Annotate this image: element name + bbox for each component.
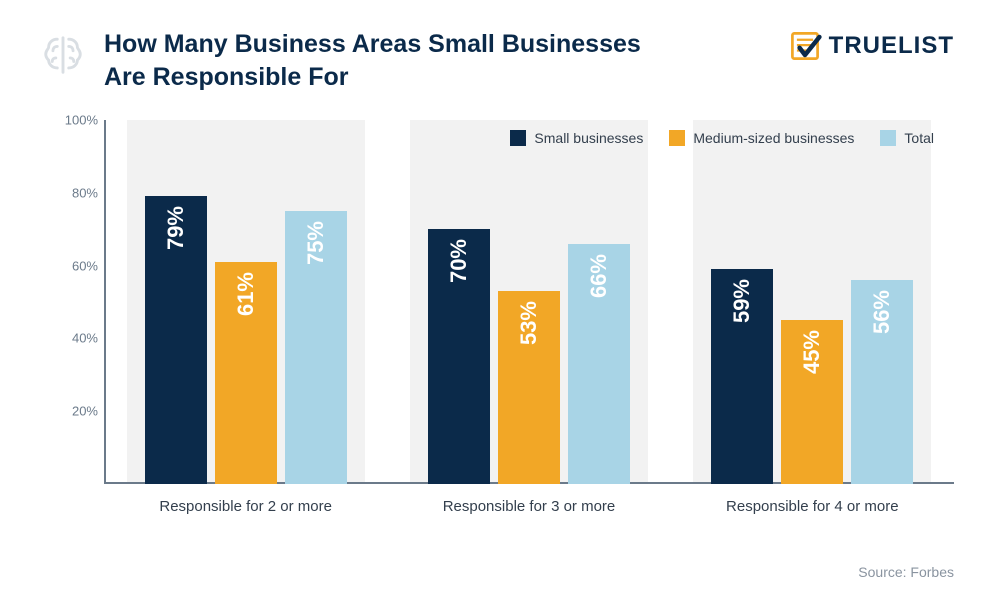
header: How Many Business Areas Small Businesses… — [0, 0, 1000, 93]
legend-label: Total — [904, 130, 934, 146]
brand-mark-icon — [787, 28, 823, 64]
bar-value-label: 66% — [586, 244, 612, 298]
x-axis-label: Responsible for 4 or more — [671, 484, 954, 530]
bar: 70% — [428, 229, 490, 484]
title-wrap: How Many Business Areas Small Businesses… — [40, 28, 664, 93]
legend-item: Total — [880, 130, 934, 146]
bar: 45% — [781, 320, 843, 484]
x-axis-label: Responsible for 2 or more — [104, 484, 387, 530]
bar: 75% — [285, 211, 347, 484]
bar-value-label: 75% — [303, 211, 329, 265]
source-attribution: Source: Forbes — [858, 564, 954, 580]
page-title: How Many Business Areas Small Businesses… — [104, 28, 664, 93]
bar-value-label: 79% — [163, 196, 189, 250]
x-axis-label: Responsible for 3 or more — [387, 484, 670, 530]
x-axis-labels: Responsible for 2 or moreResponsible for… — [104, 484, 954, 530]
legend-item: Small businesses — [510, 130, 643, 146]
brain-icon — [40, 32, 86, 78]
legend-swatch — [880, 130, 896, 146]
bar-groups: 79% 61% 75% 70% 53% 66% 59% 45% 56% — [104, 120, 954, 484]
bar: 79% — [145, 196, 207, 484]
bar: 59% — [711, 269, 773, 484]
brand-logo: TRUELIST — [787, 28, 954, 64]
bar-value-label: 70% — [446, 229, 472, 283]
y-tick: 100% — [65, 113, 98, 128]
bar-value-label: 53% — [516, 291, 542, 345]
y-axis: 20%40%60%80%100% — [60, 120, 104, 484]
bar-group: 59% 45% 56% — [671, 120, 954, 484]
bar: 56% — [851, 280, 913, 484]
legend-swatch — [510, 130, 526, 146]
bar-value-label: 45% — [799, 320, 825, 374]
bar-value-label: 56% — [869, 280, 895, 334]
legend-label: Medium-sized businesses — [693, 130, 854, 146]
plot-area: 79% 61% 75% 70% 53% 66% 59% 45% 56% Small busine… — [104, 120, 954, 484]
bar-value-label: 61% — [233, 262, 259, 316]
legend-label: Small businesses — [534, 130, 643, 146]
y-tick: 40% — [72, 331, 98, 346]
legend: Small businesses Medium-sized businesses T… — [510, 130, 934, 146]
bar: 53% — [498, 291, 560, 484]
legend-swatch — [669, 130, 685, 146]
y-tick: 60% — [72, 258, 98, 273]
y-tick: 80% — [72, 185, 98, 200]
brand-name: TRUELIST — [829, 32, 954, 60]
bar-group: 79% 61% 75% — [104, 120, 387, 484]
bar-value-label: 59% — [729, 269, 755, 323]
bar: 66% — [568, 244, 630, 484]
bar-group: 70% 53% 66% — [387, 120, 670, 484]
y-tick: 20% — [72, 404, 98, 419]
chart: 20%40%60%80%100% 79%61%75%70%53%66%59%45… — [60, 120, 954, 530]
legend-item: Medium-sized businesses — [669, 130, 854, 146]
bar: 61% — [215, 262, 277, 484]
